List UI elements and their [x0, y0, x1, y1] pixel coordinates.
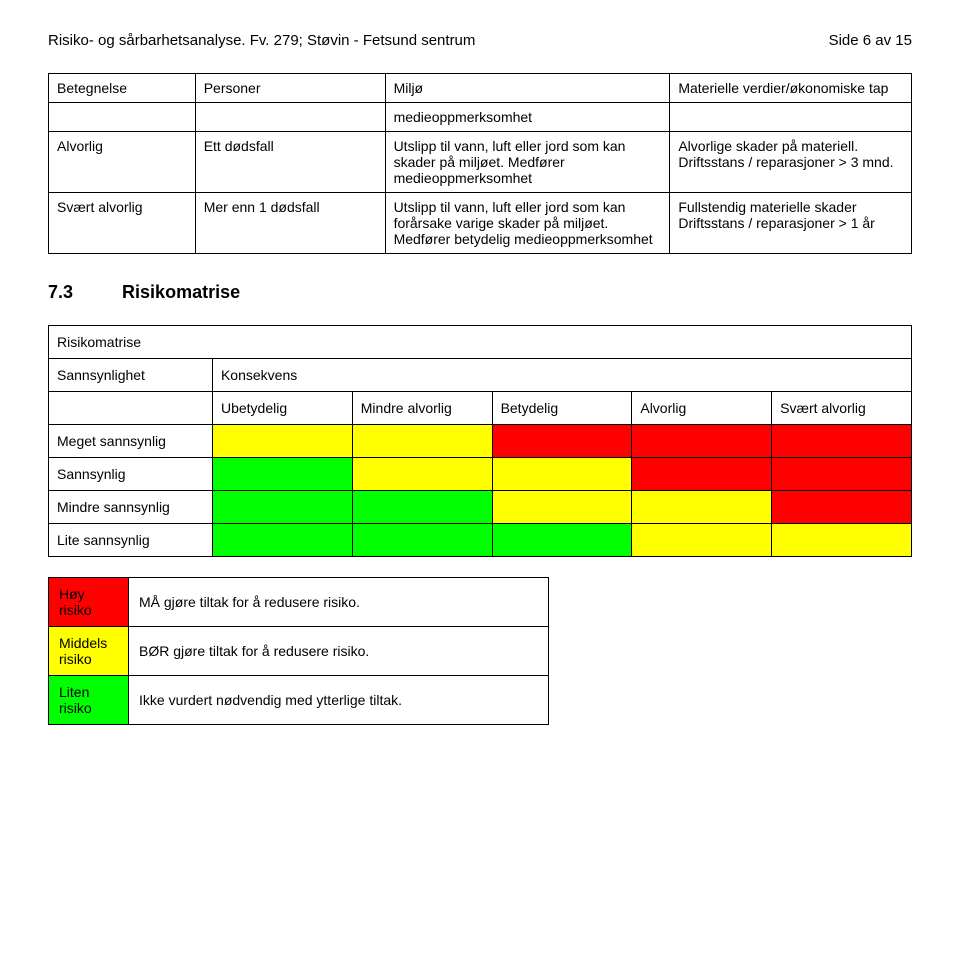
risk-cell: [212, 491, 352, 524]
cell: medieoppmerksomhet: [385, 103, 670, 132]
table-row: Meget sannsynlig: [49, 425, 912, 458]
cell: Fullstendig materielle skader Driftsstan…: [670, 193, 912, 254]
cell: Alvorlige skader på materiell. Driftssta…: [670, 132, 912, 193]
row-header: Mindre sannsynlig: [49, 491, 213, 524]
risk-cell: [632, 491, 772, 524]
risk-cell: [212, 425, 352, 458]
cell: Utslipp til vann, luft eller jord som ka…: [385, 132, 670, 193]
cell: Ett dødsfall: [195, 132, 385, 193]
col-header: Ubetydelig: [212, 392, 352, 425]
table-row: Ubetydelig Mindre alvorlig Betydelig Alv…: [49, 392, 912, 425]
legend-desc: Ikke vurdert nødvendig med ytterlige til…: [129, 676, 549, 725]
col-header: Svært alvorlig: [772, 392, 912, 425]
cell: Svært alvorlig: [49, 193, 196, 254]
table-row: Mindre sannsynlig: [49, 491, 912, 524]
risk-cell: [352, 491, 492, 524]
risk-cell: [352, 425, 492, 458]
section-title: Risikomatrise: [122, 282, 240, 302]
risk-cell: [772, 458, 912, 491]
konsekvens-label: Konsekvens: [212, 359, 911, 392]
risk-cell: [772, 524, 912, 557]
risk-cell: [212, 458, 352, 491]
page-header: Risiko- og sårbarhetsanalyse. Fv. 279; S…: [48, 32, 912, 49]
consequence-table: Betegnelse Personer Miljø Materielle ver…: [48, 73, 912, 254]
matrix-title: Risikomatrise: [49, 326, 912, 359]
risk-cell: [632, 458, 772, 491]
table-row: Høy risiko MÅ gjøre tiltak for å reduser…: [49, 578, 549, 627]
table-row: Liten risiko Ikke vurdert nødvendig med …: [49, 676, 549, 725]
section-number: 7.3: [48, 282, 73, 303]
legend-middels-risiko: Middels risiko: [49, 627, 129, 676]
cell: [670, 103, 912, 132]
col-personer: Personer: [195, 74, 385, 103]
table-row: Sannsynlighet Konsekvens: [49, 359, 912, 392]
risk-cell: [352, 458, 492, 491]
page-number: 6 av 15: [863, 32, 912, 49]
table-row: Lite sannsynlig: [49, 524, 912, 557]
risk-cell: [492, 458, 632, 491]
risk-matrix: Risikomatrise Sannsynlighet Konsekvens U…: [48, 325, 912, 557]
side-label: Side: [829, 32, 859, 49]
col-miljo: Miljø: [385, 74, 670, 103]
table-row: Alvorlig Ett dødsfall Utslipp til vann, …: [49, 132, 912, 193]
risk-cell: [632, 425, 772, 458]
col-betegnelse: Betegnelse: [49, 74, 196, 103]
cell: [195, 103, 385, 132]
table-row: Svært alvorlig Mer enn 1 dødsfall Utslip…: [49, 193, 912, 254]
legend-hoy-risiko: Høy risiko: [49, 578, 129, 627]
row-header: Meget sannsynlig: [49, 425, 213, 458]
row-header: Sannsynlig: [49, 458, 213, 491]
legend-desc: MÅ gjøre tiltak for å redusere risiko.: [129, 578, 549, 627]
section-heading: 7.3 Risikomatrise: [48, 282, 912, 303]
risk-cell: [492, 524, 632, 557]
risk-cell: [492, 425, 632, 458]
table-row: medieoppmerksomhet: [49, 103, 912, 132]
col-materielle: Materielle verdier/økonomiske tap: [670, 74, 912, 103]
header-title: Risiko- og sårbarhetsanalyse. Fv. 279; S…: [48, 32, 475, 49]
table-row: Sannsynlig: [49, 458, 912, 491]
table-row: Middels risiko BØR gjøre tiltak for å re…: [49, 627, 549, 676]
col-header: Mindre alvorlig: [352, 392, 492, 425]
risk-cell: [492, 491, 632, 524]
table-row: Betegnelse Personer Miljø Materielle ver…: [49, 74, 912, 103]
legend-liten-risiko: Liten risiko: [49, 676, 129, 725]
risk-cell: [772, 425, 912, 458]
risk-cell: [352, 524, 492, 557]
table-row: Risikomatrise: [49, 326, 912, 359]
risk-cell: [632, 524, 772, 557]
legend-desc: BØR gjøre tiltak for å redusere risiko.: [129, 627, 549, 676]
cell: [49, 392, 213, 425]
col-header: Betydelig: [492, 392, 632, 425]
header-page: Side 6 av 15: [829, 32, 912, 49]
risk-cell: [212, 524, 352, 557]
risk-cell: [772, 491, 912, 524]
cell: [49, 103, 196, 132]
sannsynlighet-label: Sannsynlighet: [49, 359, 213, 392]
cell: Mer enn 1 dødsfall: [195, 193, 385, 254]
cell: Alvorlig: [49, 132, 196, 193]
cell: Utslipp til vann, luft eller jord som ka…: [385, 193, 670, 254]
col-header: Alvorlig: [632, 392, 772, 425]
risk-legend: Høy risiko MÅ gjøre tiltak for å reduser…: [48, 577, 549, 725]
row-header: Lite sannsynlig: [49, 524, 213, 557]
